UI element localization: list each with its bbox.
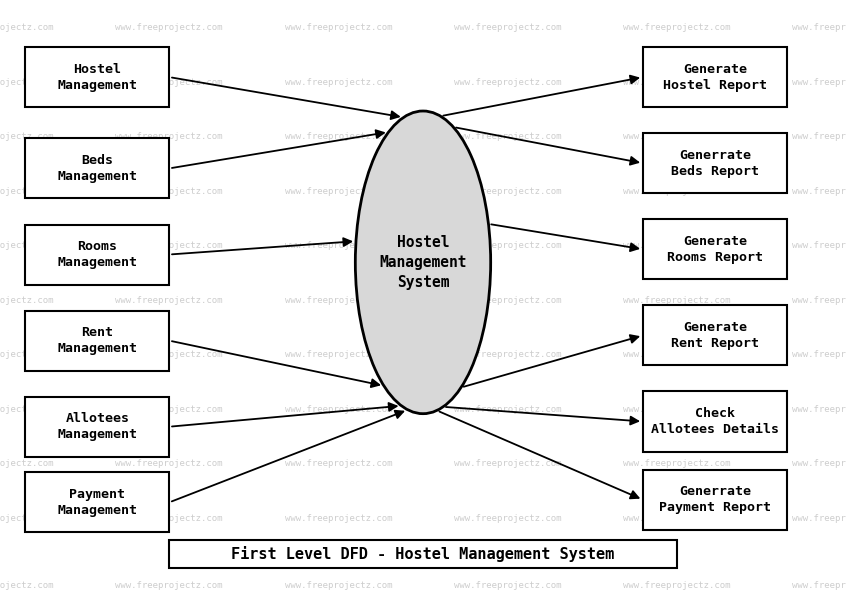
Text: Beds
Management: Beds Management <box>58 154 137 183</box>
Text: www.freeprojectz.com: www.freeprojectz.com <box>0 350 54 359</box>
Text: www.freeprojectz.com: www.freeprojectz.com <box>453 187 562 196</box>
Text: www.freeprojectz.com: www.freeprojectz.com <box>284 459 393 468</box>
FancyBboxPatch shape <box>643 133 787 193</box>
Text: www.freeprojectz.com: www.freeprojectz.com <box>0 241 54 250</box>
Text: www.freeprojectz.com: www.freeprojectz.com <box>453 350 562 359</box>
Text: www.freeprojectz.com: www.freeprojectz.com <box>792 241 846 250</box>
FancyBboxPatch shape <box>25 397 169 457</box>
Text: www.freeprojectz.com: www.freeprojectz.com <box>0 514 54 522</box>
Text: www.freeprojectz.com: www.freeprojectz.com <box>453 23 562 32</box>
Text: www.freeprojectz.com: www.freeprojectz.com <box>792 581 846 591</box>
Text: www.freeprojectz.com: www.freeprojectz.com <box>0 132 54 141</box>
Text: www.freeprojectz.com: www.freeprojectz.com <box>115 581 223 591</box>
FancyBboxPatch shape <box>169 540 677 568</box>
Text: www.freeprojectz.com: www.freeprojectz.com <box>284 78 393 87</box>
Text: www.freeprojectz.com: www.freeprojectz.com <box>284 404 393 413</box>
Text: Rent
Management: Rent Management <box>58 326 137 355</box>
Text: www.freeprojectz.com: www.freeprojectz.com <box>453 514 562 522</box>
FancyBboxPatch shape <box>25 473 169 533</box>
Text: Payment
Management: Payment Management <box>58 488 137 517</box>
Text: www.freeprojectz.com: www.freeprojectz.com <box>453 404 562 413</box>
Text: www.freeprojectz.com: www.freeprojectz.com <box>115 459 223 468</box>
Text: www.freeprojectz.com: www.freeprojectz.com <box>0 295 54 305</box>
Text: www.freeprojectz.com: www.freeprojectz.com <box>284 514 393 522</box>
Text: www.freeprojectz.com: www.freeprojectz.com <box>115 78 223 87</box>
Text: Allotees
Management: Allotees Management <box>58 412 137 441</box>
Text: www.freeprojectz.com: www.freeprojectz.com <box>115 404 223 413</box>
Text: www.freeprojectz.com: www.freeprojectz.com <box>792 514 846 522</box>
Text: www.freeprojectz.com: www.freeprojectz.com <box>623 581 731 591</box>
Text: www.freeprojectz.com: www.freeprojectz.com <box>115 23 223 32</box>
Text: Rooms
Management: Rooms Management <box>58 240 137 269</box>
Text: www.freeprojectz.com: www.freeprojectz.com <box>623 350 731 359</box>
Text: www.freeprojectz.com: www.freeprojectz.com <box>623 187 731 196</box>
Text: www.freeprojectz.com: www.freeprojectz.com <box>623 241 731 250</box>
Text: www.freeprojectz.com: www.freeprojectz.com <box>115 187 223 196</box>
Text: www.freeprojectz.com: www.freeprojectz.com <box>0 78 54 87</box>
Text: Generrate
Beds Report: Generrate Beds Report <box>671 149 759 178</box>
Text: www.freeprojectz.com: www.freeprojectz.com <box>115 295 223 305</box>
Text: www.freeprojectz.com: www.freeprojectz.com <box>453 78 562 87</box>
Text: www.freeprojectz.com: www.freeprojectz.com <box>284 241 393 250</box>
FancyBboxPatch shape <box>643 305 787 365</box>
Text: www.freeprojectz.com: www.freeprojectz.com <box>623 459 731 468</box>
Text: www.freeprojectz.com: www.freeprojectz.com <box>792 132 846 141</box>
Text: www.freeprojectz.com: www.freeprojectz.com <box>792 295 846 305</box>
Text: www.freeprojectz.com: www.freeprojectz.com <box>623 132 731 141</box>
Text: First Level DFD - Hostel Management System: First Level DFD - Hostel Management Syst… <box>231 546 615 562</box>
Text: www.freeprojectz.com: www.freeprojectz.com <box>623 404 731 413</box>
FancyBboxPatch shape <box>25 47 169 107</box>
Text: Generate
Hostel Report: Generate Hostel Report <box>663 63 766 91</box>
FancyBboxPatch shape <box>643 391 787 451</box>
FancyBboxPatch shape <box>643 219 787 279</box>
Text: Generate
Rent Report: Generate Rent Report <box>671 321 759 350</box>
Text: www.freeprojectz.com: www.freeprojectz.com <box>284 350 393 359</box>
Text: www.freeprojectz.com: www.freeprojectz.com <box>453 295 562 305</box>
Text: www.freeprojectz.com: www.freeprojectz.com <box>623 295 731 305</box>
Text: www.freeprojectz.com: www.freeprojectz.com <box>453 581 562 591</box>
Text: Generate
Rooms Report: Generate Rooms Report <box>667 235 763 264</box>
Text: www.freeprojectz.com: www.freeprojectz.com <box>623 514 731 522</box>
Text: www.freeprojectz.com: www.freeprojectz.com <box>0 404 54 413</box>
Text: Check
Allotees Details: Check Allotees Details <box>651 407 779 436</box>
FancyBboxPatch shape <box>25 138 169 199</box>
Text: www.freeprojectz.com: www.freeprojectz.com <box>792 23 846 32</box>
Text: www.freeprojectz.com: www.freeprojectz.com <box>453 132 562 141</box>
Text: www.freeprojectz.com: www.freeprojectz.com <box>453 241 562 250</box>
Text: Hostel
Management: Hostel Management <box>58 63 137 91</box>
Text: www.freeprojectz.com: www.freeprojectz.com <box>115 350 223 359</box>
Text: www.freeprojectz.com: www.freeprojectz.com <box>792 404 846 413</box>
FancyBboxPatch shape <box>643 470 787 530</box>
Text: www.freeprojectz.com: www.freeprojectz.com <box>792 350 846 359</box>
Text: www.freeprojectz.com: www.freeprojectz.com <box>284 132 393 141</box>
FancyBboxPatch shape <box>25 311 169 371</box>
Text: www.freeprojectz.com: www.freeprojectz.com <box>792 78 846 87</box>
Text: www.freeprojectz.com: www.freeprojectz.com <box>284 187 393 196</box>
Text: www.freeprojectz.com: www.freeprojectz.com <box>0 581 54 591</box>
Text: Generrate
Payment Report: Generrate Payment Report <box>659 485 771 514</box>
FancyBboxPatch shape <box>25 225 169 285</box>
Text: www.freeprojectz.com: www.freeprojectz.com <box>792 187 846 196</box>
Text: www.freeprojectz.com: www.freeprojectz.com <box>623 23 731 32</box>
Text: www.freeprojectz.com: www.freeprojectz.com <box>115 132 223 141</box>
Text: www.freeprojectz.com: www.freeprojectz.com <box>0 459 54 468</box>
Text: www.freeprojectz.com: www.freeprojectz.com <box>623 78 731 87</box>
Text: www.freeprojectz.com: www.freeprojectz.com <box>0 187 54 196</box>
Text: Hostel
Management
System: Hostel Management System <box>379 235 467 289</box>
Text: www.freeprojectz.com: www.freeprojectz.com <box>284 295 393 305</box>
Ellipse shape <box>355 111 491 414</box>
Text: www.freeprojectz.com: www.freeprojectz.com <box>284 23 393 32</box>
Text: www.freeprojectz.com: www.freeprojectz.com <box>284 581 393 591</box>
Text: www.freeprojectz.com: www.freeprojectz.com <box>115 241 223 250</box>
Text: www.freeprojectz.com: www.freeprojectz.com <box>453 459 562 468</box>
Text: www.freeprojectz.com: www.freeprojectz.com <box>115 514 223 522</box>
Text: www.freeprojectz.com: www.freeprojectz.com <box>792 459 846 468</box>
Text: www.freeprojectz.com: www.freeprojectz.com <box>0 23 54 32</box>
FancyBboxPatch shape <box>643 47 787 107</box>
